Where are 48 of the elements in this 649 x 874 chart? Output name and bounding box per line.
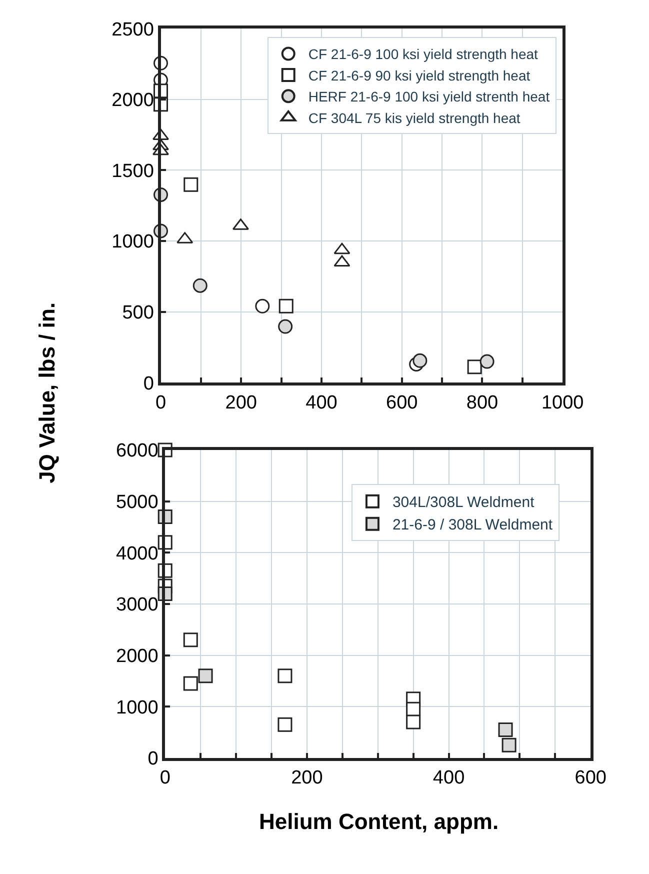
x-tick-label: 200 — [225, 392, 257, 414]
y-tick-label: 500 — [122, 302, 154, 324]
y-tick-label: 0 — [143, 373, 154, 394]
point — [183, 632, 198, 648]
point — [480, 354, 494, 369]
legend-label: 21-6-9 / 308L Weldment — [392, 516, 554, 534]
legend-label: CF 21-6-9 100 ksi yield strength heat — [308, 46, 538, 62]
point — [412, 353, 428, 368]
y-tick-label: 1000 — [116, 697, 158, 718]
point — [183, 676, 198, 691]
y-tick-label: 2500 — [112, 19, 154, 40]
x-tick-label: 400 — [432, 768, 465, 789]
point — [278, 319, 293, 334]
legend-label: 304L/308L Weldment — [392, 494, 536, 512]
x-tick-label: 1000 — [541, 392, 584, 414]
x-tick-label: 800 — [466, 392, 498, 414]
x-tick-label: 600 — [386, 392, 418, 414]
point — [334, 255, 350, 267]
point — [334, 242, 350, 254]
x-axis-title: Helium Content, appm. — [259, 809, 499, 834]
point — [255, 298, 270, 314]
y-tick-label: 1500 — [112, 160, 154, 182]
x-tick-label: 400 — [306, 392, 338, 414]
point — [278, 668, 292, 684]
legend-label: HERF 21-6-9 100 ksi yield strenth heat — [308, 88, 550, 105]
point — [278, 717, 292, 732]
y-tick-label: 2000 — [116, 646, 158, 667]
legend-label: CF 21-6-9 90 ksi yield strength heat — [308, 67, 530, 84]
y-tick-label: 3000 — [116, 594, 158, 616]
y-tick-label: 5000 — [116, 492, 158, 513]
point — [498, 722, 513, 737]
y-axis-title: JQ Value, lbs / in. — [34, 302, 60, 484]
point — [198, 668, 213, 684]
y-tick-label: 4000 — [116, 543, 158, 564]
x-tick-label: 200 — [291, 768, 323, 789]
point — [184, 177, 198, 192]
point — [278, 298, 294, 314]
point — [406, 702, 421, 716]
y-tick-label: 1000 — [112, 232, 154, 253]
y-tick-label: 2000 — [112, 90, 154, 112]
point — [192, 278, 208, 293]
legend-label: CF 304L 75 kis yield strength heat — [308, 110, 520, 126]
point — [406, 714, 421, 730]
x-tick-label: 600 — [574, 768, 606, 789]
y-tick-label: 0 — [148, 748, 158, 770]
y-tick-label: 6000 — [116, 440, 158, 462]
point — [502, 738, 516, 752]
point — [467, 360, 482, 374]
